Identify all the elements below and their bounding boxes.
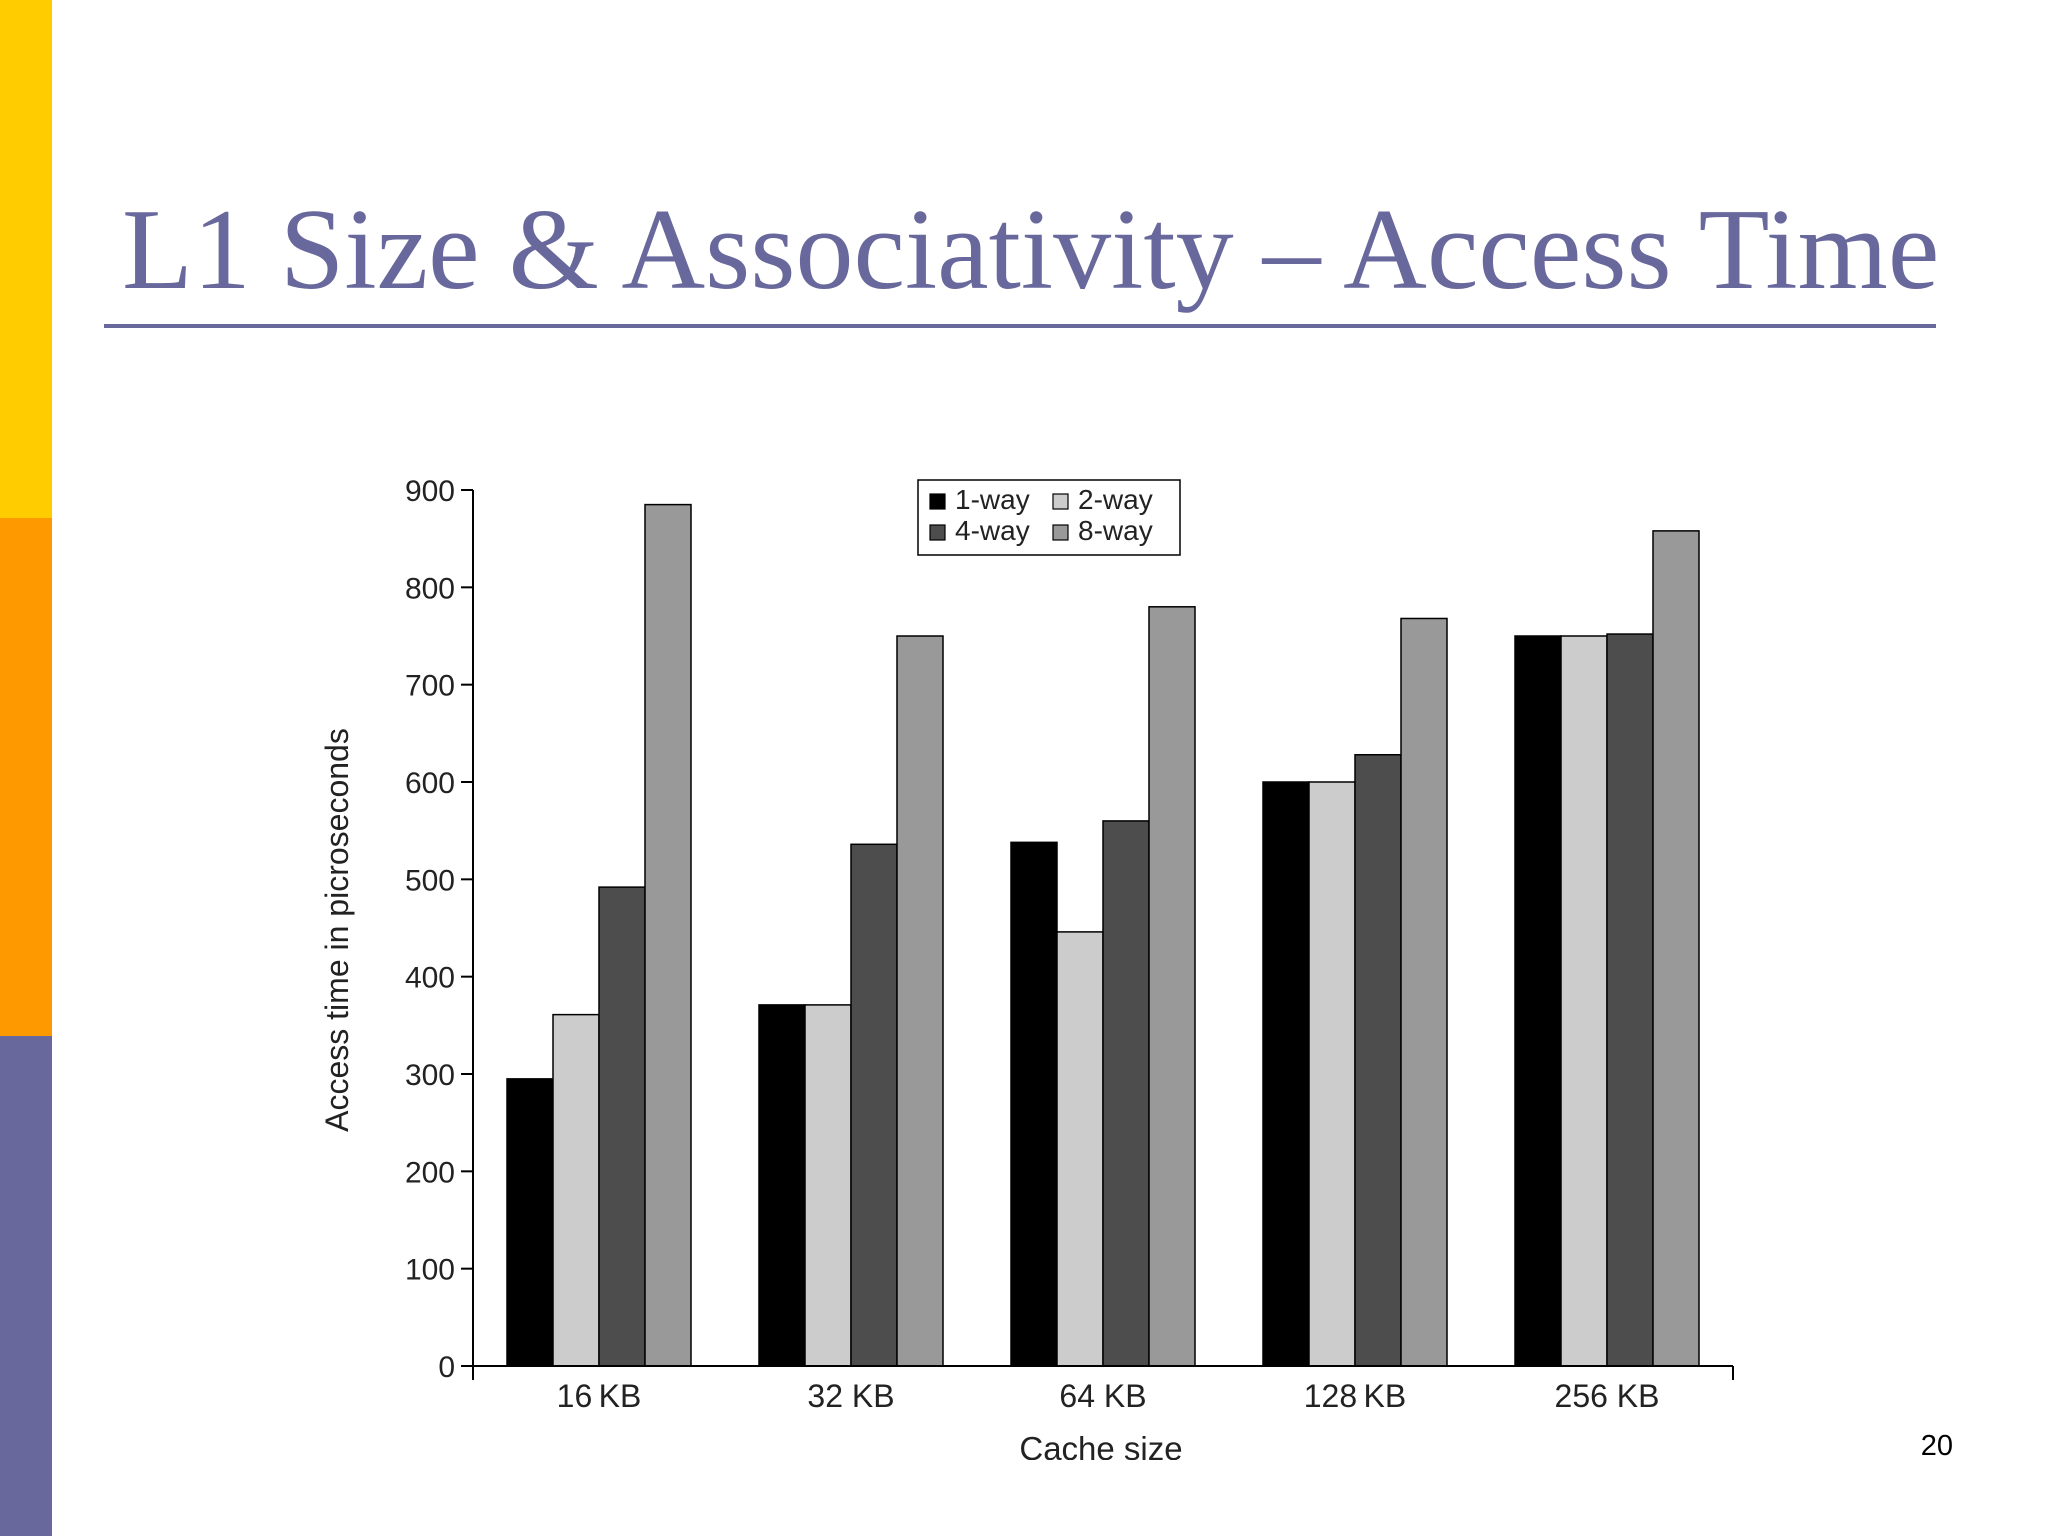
y-tick-label: 400 bbox=[405, 962, 455, 995]
bar-2-way-4 bbox=[1308, 781, 1356, 1367]
sidebar-stripe-top bbox=[0, 0, 52, 518]
y-tick-label: 100 bbox=[405, 1254, 455, 1287]
y-tick-label: 300 bbox=[405, 1059, 455, 1092]
legend-swatch-8-way bbox=[1052, 524, 1069, 541]
bar-8-way-2 bbox=[896, 635, 944, 1367]
x-tick-label: 128 KB bbox=[1304, 1378, 1406, 1414]
y-tick-label: 500 bbox=[405, 864, 455, 897]
legend-box bbox=[917, 479, 1181, 556]
title-underline bbox=[104, 324, 1936, 328]
bar-8-way-4 bbox=[1400, 617, 1448, 1367]
legend-swatch-4-way bbox=[929, 524, 946, 541]
legend-label-2-way: 2-way bbox=[1078, 484, 1153, 515]
x-tick-label: 64 KB bbox=[1059, 1378, 1146, 1414]
bars bbox=[506, 503, 1700, 1367]
bar-chart: 0 100 200 300 400 500 600 700 800 900 16 KB 32 KB 6… bbox=[319, 475, 1734, 1460]
legend-swatch-2-way bbox=[1052, 493, 1069, 510]
bar-4-way-3 bbox=[1102, 820, 1150, 1367]
slide-title: L1 Size & Associativity – Access Time bbox=[122, 186, 1940, 314]
y-tick-label: 600 bbox=[405, 767, 455, 800]
bar-4-way-1 bbox=[598, 886, 646, 1367]
x-tick-label: 16 KB bbox=[557, 1378, 642, 1414]
y-tick-label: 800 bbox=[405, 572, 455, 605]
bar-2-way-5 bbox=[1560, 635, 1608, 1367]
y-tick-label: 0 bbox=[438, 1351, 455, 1384]
bar-4-way-4 bbox=[1354, 753, 1402, 1367]
bar-1-way-2 bbox=[758, 1004, 806, 1367]
y-axis-ticks: 0 100 200 300 400 500 600 700 800 900 bbox=[405, 475, 473, 1384]
sidebar-stripe-bottom bbox=[0, 1036, 52, 1536]
bar-4-way-2 bbox=[850, 843, 898, 1367]
bar-8-way-1 bbox=[644, 503, 692, 1367]
bar-8-way-5 bbox=[1652, 530, 1700, 1367]
legend-label-1-way: 1-way bbox=[955, 484, 1030, 515]
y-tick-label: 200 bbox=[405, 1156, 455, 1189]
bar-2-way-1 bbox=[552, 1013, 600, 1367]
legend-swatch-1-way bbox=[929, 493, 946, 510]
bar-4-way-5 bbox=[1606, 633, 1654, 1367]
bar-1-way-1 bbox=[506, 1078, 554, 1367]
y-tick-label: 900 bbox=[405, 475, 455, 508]
x-tick-label: 32 KB bbox=[807, 1378, 894, 1414]
page-number: 20 bbox=[1920, 1430, 1953, 1462]
y-axis-label: Access time in picroseconds bbox=[319, 728, 355, 1132]
x-axis-label: Cache size bbox=[1019, 1430, 1182, 1460]
legend-label-8-way: 8-way bbox=[1078, 515, 1153, 546]
sidebar-stripe-middle bbox=[0, 518, 52, 1036]
bar-8-way-3 bbox=[1148, 606, 1196, 1367]
x-tick-label: 256 KB bbox=[1555, 1378, 1660, 1414]
bar-1-way-3 bbox=[1010, 841, 1058, 1367]
bar-2-way-3 bbox=[1056, 931, 1104, 1367]
x-axis-ticks: 16 KB 32 KB 64 KB 128 KB 256 KB bbox=[472, 1366, 1734, 1414]
legend: 1-way 2-way 4-way 8-way bbox=[917, 479, 1181, 556]
legend-label-4-way: 4-way bbox=[955, 515, 1030, 546]
bar-2-way-2 bbox=[804, 1004, 852, 1367]
y-tick-label: 700 bbox=[405, 670, 455, 703]
bar-1-way-5 bbox=[1514, 635, 1562, 1367]
bar-1-way-4 bbox=[1262, 781, 1310, 1367]
